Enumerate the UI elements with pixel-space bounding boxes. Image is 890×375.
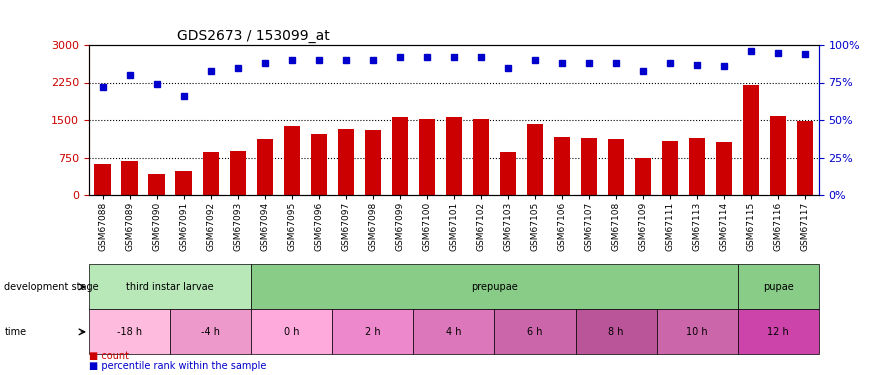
Text: 0 h: 0 h: [284, 327, 299, 337]
Bar: [284, 126, 300, 195]
Text: -18 h: -18 h: [117, 327, 142, 337]
Bar: [311, 134, 327, 195]
Text: time: time: [4, 327, 27, 337]
Text: 10 h: 10 h: [686, 327, 708, 337]
Bar: [608, 138, 624, 195]
Bar: [94, 164, 110, 195]
Bar: [770, 116, 787, 195]
Bar: [337, 129, 354, 195]
Bar: [743, 85, 759, 195]
Bar: [446, 117, 462, 195]
Bar: [527, 124, 543, 195]
Bar: [581, 138, 597, 195]
Text: development stage: development stage: [4, 282, 99, 292]
Text: ■ count: ■ count: [89, 351, 129, 361]
Bar: [392, 117, 408, 195]
Bar: [473, 119, 489, 195]
Bar: [175, 171, 191, 195]
Text: 12 h: 12 h: [767, 327, 789, 337]
Bar: [797, 121, 813, 195]
Text: 2 h: 2 h: [365, 327, 381, 337]
Text: 8 h: 8 h: [609, 327, 624, 337]
Text: third instar larvae: third instar larvae: [126, 282, 214, 292]
Bar: [716, 142, 732, 195]
Bar: [230, 151, 246, 195]
Text: 4 h: 4 h: [446, 327, 462, 337]
Bar: [500, 152, 516, 195]
Text: prepupae: prepupae: [471, 282, 518, 292]
Bar: [365, 129, 381, 195]
Text: GDS2673 / 153099_at: GDS2673 / 153099_at: [176, 28, 329, 43]
Bar: [419, 118, 435, 195]
Bar: [149, 174, 165, 195]
Bar: [662, 141, 678, 195]
Text: ■ percentile rank within the sample: ■ percentile rank within the sample: [89, 361, 266, 371]
Bar: [121, 161, 138, 195]
Bar: [689, 138, 705, 195]
Text: pupae: pupae: [763, 282, 794, 292]
Text: -4 h: -4 h: [201, 327, 220, 337]
Bar: [203, 152, 219, 195]
Bar: [256, 138, 273, 195]
Bar: [635, 158, 651, 195]
Text: 6 h: 6 h: [527, 327, 543, 337]
Bar: [554, 137, 570, 195]
